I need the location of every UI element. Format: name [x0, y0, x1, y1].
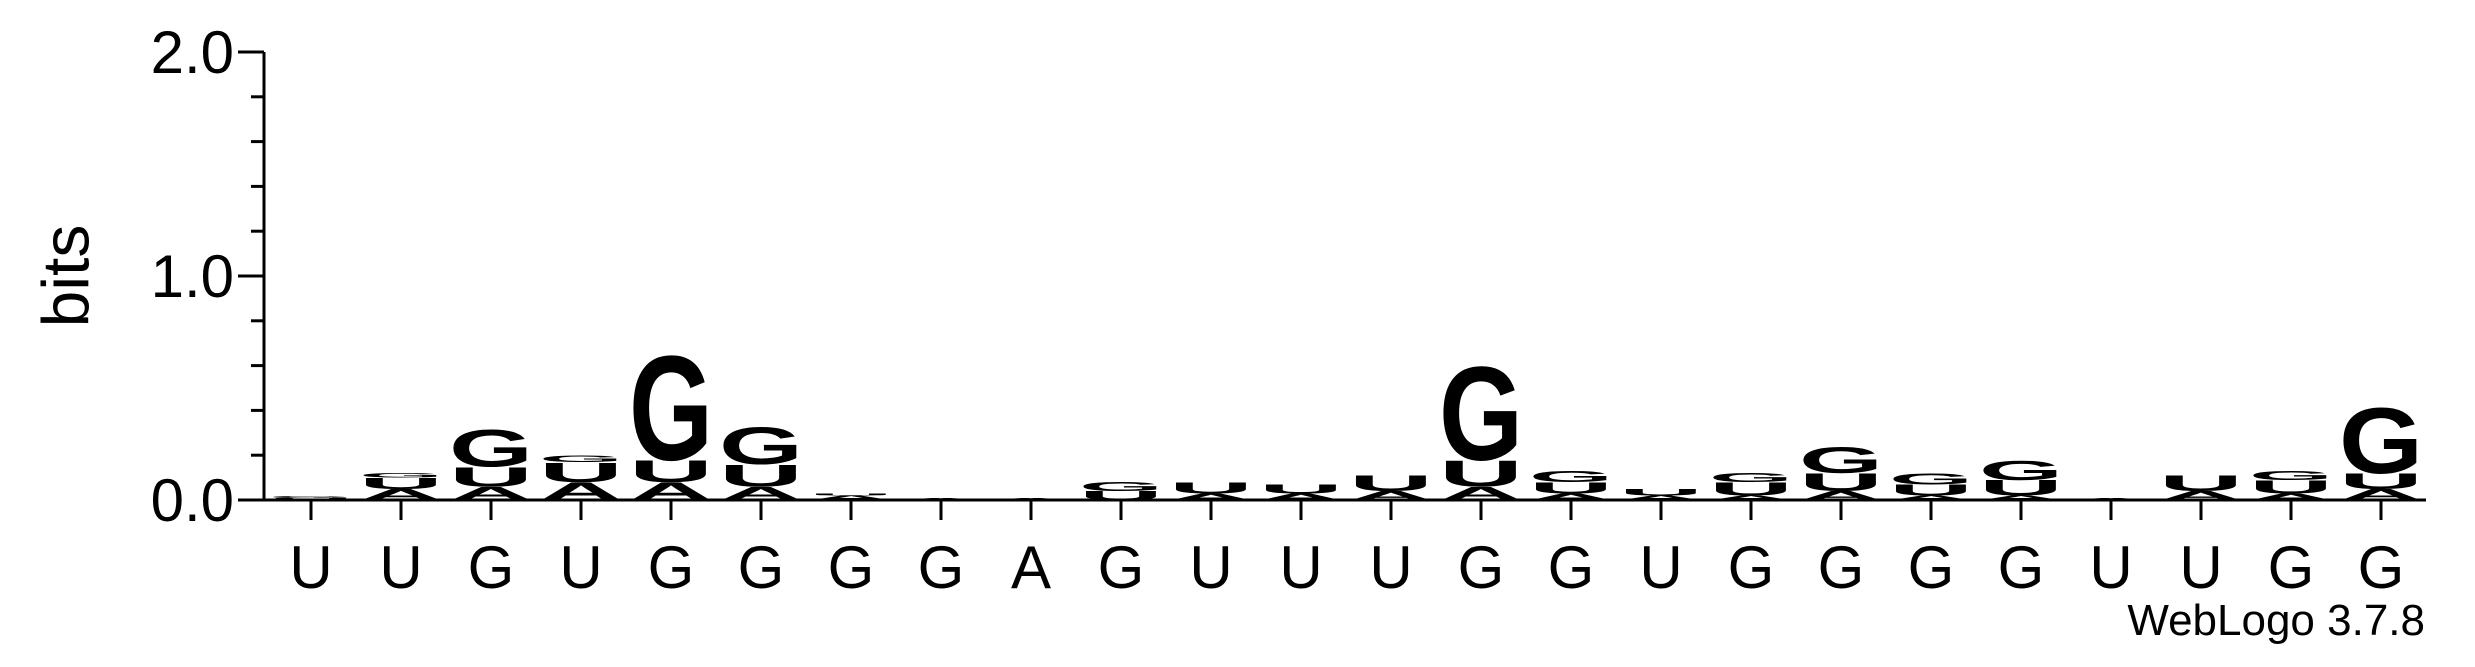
letter: U: [1799, 469, 1883, 497]
x-tick-label: G: [1998, 534, 2045, 601]
letter: G: [2339, 389, 2423, 493]
letter: A: [1259, 492, 1343, 502]
letter: A: [809, 494, 893, 501]
x-tick-label: G: [2358, 534, 2405, 601]
x-tick-label: U: [559, 534, 602, 601]
x-tick-label: U: [289, 534, 332, 601]
letter: A: [1799, 489, 1883, 503]
letter: A: [1709, 494, 1793, 501]
letter: A: [1619, 494, 1703, 501]
credit: WebLogo 3.7.8: [2127, 596, 2425, 645]
y-tick-label: 0.0: [151, 467, 234, 534]
letter: G: [269, 495, 353, 498]
letter: G: [2249, 469, 2333, 483]
x-tick-label: A: [1011, 534, 1051, 601]
letter: G: [1439, 338, 1523, 488]
letter: U: [1889, 482, 1973, 499]
x-tick-label: U: [2179, 534, 2222, 601]
letter: A: [449, 483, 533, 504]
letter: U: [809, 493, 893, 496]
x-tick-label: G: [1458, 534, 1505, 601]
x-tick-label: U: [1639, 534, 1682, 601]
letter: G: [449, 419, 533, 478]
letter: U: [1979, 476, 2063, 500]
letter: G: [1889, 470, 1973, 487]
letter: U: [1349, 471, 1433, 495]
x-tick-label: U: [1369, 534, 1412, 601]
x-tick-label: G: [468, 534, 515, 601]
x-tick-label: G: [1098, 534, 1145, 601]
x-tick-label: G: [738, 534, 785, 601]
letter: A: [2159, 489, 2243, 503]
letter: U: [1439, 453, 1523, 494]
letter: A: [359, 486, 443, 503]
x-tick-label: G: [918, 534, 965, 601]
letter: U: [1529, 479, 1613, 496]
letter: A: [1979, 494, 2063, 501]
x-tick-label: G: [1818, 534, 1865, 601]
letter: A: [539, 478, 623, 506]
letter: U: [539, 457, 623, 488]
letter: G: [1799, 440, 1883, 481]
letter: A: [629, 478, 713, 506]
x-tick-label: G: [1728, 534, 1775, 601]
x-tick-label: G: [648, 534, 695, 601]
letter: A: [1169, 492, 1253, 502]
letter: A: [2339, 486, 2423, 503]
letter: U: [2249, 476, 2333, 497]
x-tick-label: G: [1908, 534, 1955, 601]
letter: A: [1889, 494, 1973, 501]
letter: U: [449, 461, 533, 492]
y-axis-label: bits: [28, 225, 102, 328]
letter: G: [1709, 471, 1793, 485]
letter: U: [1709, 479, 1793, 500]
letter: U: [2339, 469, 2423, 493]
y-tick-label: 1.0: [151, 243, 234, 310]
letter: U: [1259, 482, 1343, 496]
x-tick-label: U: [379, 534, 422, 601]
x-tick-label: G: [1548, 534, 1595, 601]
letter: U: [629, 454, 713, 489]
letter: A: [2069, 497, 2153, 500]
letter: U: [1169, 479, 1253, 496]
letter: A: [989, 497, 1073, 500]
letter: A: [1349, 489, 1433, 503]
letter: G: [359, 472, 443, 479]
x-tick-label: G: [2268, 534, 2315, 601]
x-tick-label: U: [1189, 534, 1232, 601]
x-tick-label: G: [828, 534, 875, 601]
letter: A: [899, 497, 983, 500]
y-tick-label: 2.0: [151, 19, 234, 86]
x-tick-label: U: [2089, 534, 2132, 601]
letter: U: [269, 497, 353, 500]
letter: U: [719, 459, 803, 494]
letter: G: [1529, 468, 1613, 485]
letter: A: [1529, 492, 1613, 502]
letter: U: [1619, 487, 1703, 497]
letter: U: [359, 475, 443, 492]
x-tick-label: U: [1279, 534, 1322, 601]
letter: G: [1079, 480, 1163, 494]
letter: G: [1979, 454, 2063, 485]
letter: U: [2159, 471, 2243, 495]
letter: G: [719, 417, 803, 476]
letter: A: [1439, 483, 1523, 504]
letter: G: [539, 453, 623, 463]
letter: G: [629, 326, 713, 492]
letter: A: [719, 483, 803, 504]
letter: A: [2249, 492, 2333, 502]
letter: U: [1079, 489, 1163, 503]
